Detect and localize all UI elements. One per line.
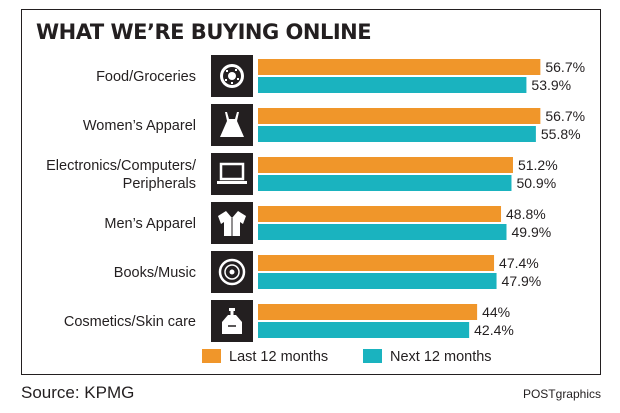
last-12-months-value-label: 51.2% [518, 157, 558, 173]
next-12-months-value-label: 50.9% [516, 175, 556, 191]
last-12-months-bar [258, 304, 478, 320]
category-group: Electronics/Computers/Peripherals 51.2% 50… [46, 153, 558, 195]
next-12-months-bar [258, 126, 536, 142]
legend-swatch [202, 349, 221, 363]
category-group: Cosmetics/Skin care 44% 42.4% [64, 300, 514, 342]
next-12-months-value-label: 47.9% [502, 273, 542, 289]
last-12-months-value-label: 56.7% [545, 108, 585, 124]
category-group: Food/Groceries 56.7% 53.9% [96, 55, 585, 97]
chart-title: WHAT WE’RE BUYING ONLINE [36, 20, 372, 44]
laptop-icon [211, 153, 253, 195]
source-note: Source: KPMG [21, 383, 135, 402]
next-12-months-bar [258, 175, 512, 191]
category-label: Cosmetics/Skin care [64, 314, 196, 330]
category-group: Men’s Apparel 48.8% 49.9% [104, 202, 551, 244]
last-12-months-value-label: 56.7% [545, 59, 585, 75]
legend-label: Last 12 months [229, 349, 328, 365]
last-12-months-value-label: 44% [482, 304, 510, 320]
next-12-months-value-label: 55.8% [541, 126, 581, 142]
category-group: Books/Music 47.4% 47.9% [114, 251, 541, 293]
category-group: Women’s Apparel 56.7% 55.8% [83, 104, 585, 146]
next-12-months-bar [258, 77, 527, 93]
category-label: Books/Music [114, 265, 196, 281]
last-12-months-bar [258, 206, 502, 222]
last-12-months-bar [258, 157, 513, 173]
next-12-months-value-label: 49.9% [512, 224, 552, 240]
category-label: Women’s Apparel [83, 118, 196, 134]
last-12-months-value-label: 48.8% [506, 206, 546, 222]
category-label: Food/Groceries [96, 69, 196, 85]
credit: POSTgraphics [522, 387, 601, 401]
last-12-months-bar [258, 255, 495, 271]
last-12-months-bar [258, 59, 541, 75]
next-12-months-bar [258, 273, 497, 289]
last-12-months-bar [258, 108, 541, 124]
category-label: Electronics/Computers/ [46, 158, 197, 174]
legend-label: Next 12 months [390, 349, 492, 365]
disc-icon [211, 251, 253, 293]
next-12-months-value-label: 42.4% [474, 322, 514, 338]
lotion-bottle-icon [211, 300, 253, 342]
category-label: Men’s Apparel [104, 216, 196, 232]
next-12-months-bar [258, 224, 507, 240]
shirt-icon [211, 202, 253, 244]
category-label: Peripherals [123, 176, 196, 192]
legend-swatch [363, 349, 382, 363]
donut-icon [211, 55, 253, 97]
next-12-months-bar [258, 322, 470, 338]
next-12-months-value-label: 53.9% [531, 77, 571, 93]
dress-icon [211, 104, 253, 146]
laptop-icon-bg [211, 153, 253, 195]
last-12-months-value-label: 47.4% [499, 255, 539, 271]
